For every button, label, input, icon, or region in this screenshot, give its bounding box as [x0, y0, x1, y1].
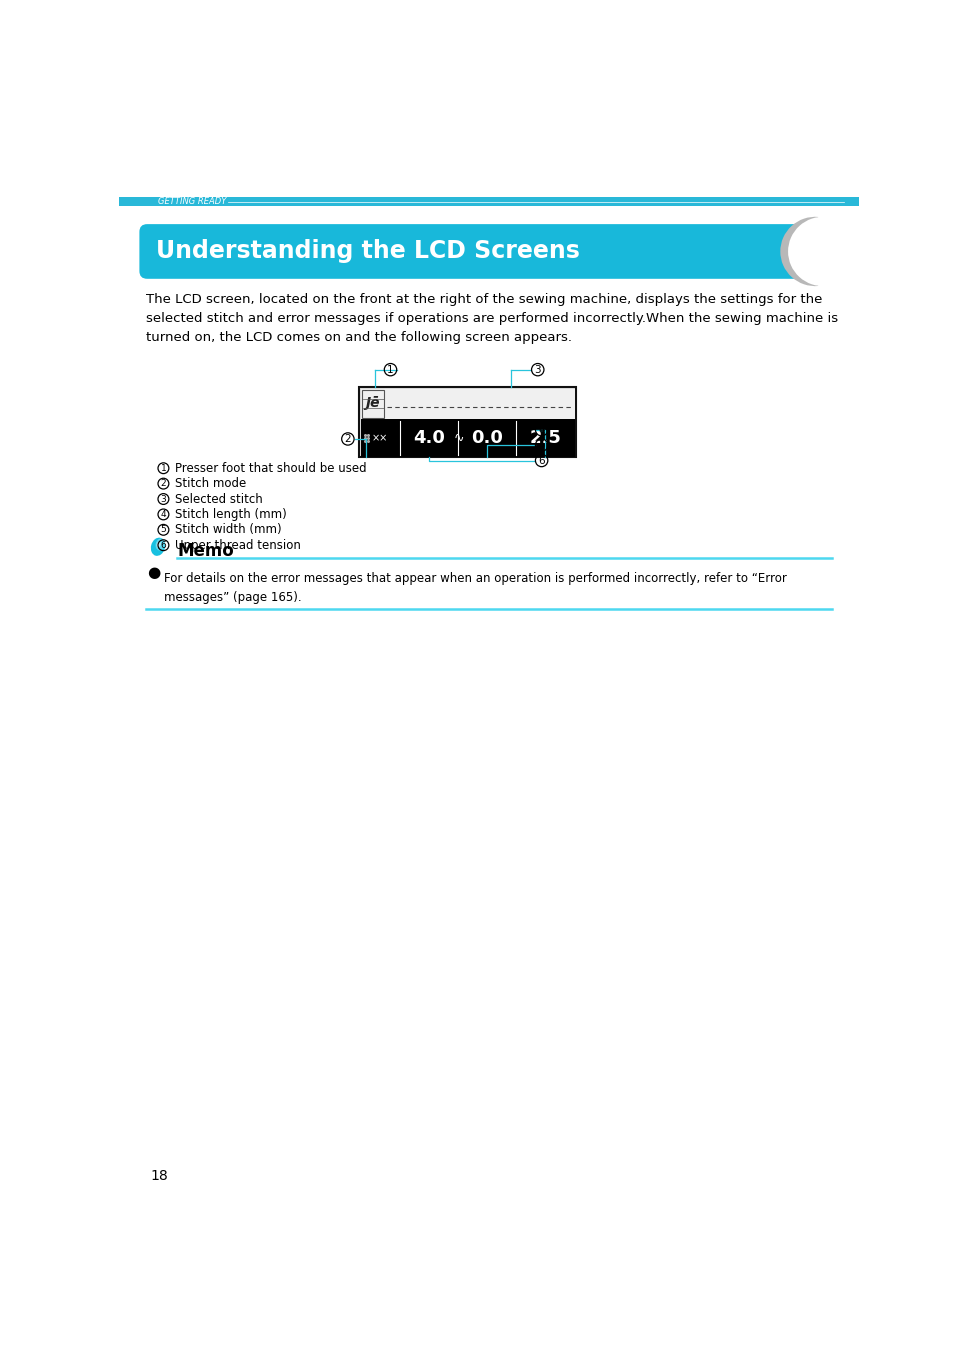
- Text: Stitch mode: Stitch mode: [174, 477, 246, 491]
- Bar: [359, 387, 576, 457]
- Ellipse shape: [155, 538, 165, 550]
- Text: Jē: Jē: [365, 396, 380, 410]
- Bar: [360, 390, 575, 419]
- Text: Upper thread tension: Upper thread tension: [174, 539, 300, 551]
- Text: 4.0: 4.0: [413, 429, 444, 448]
- Text: 2.5: 2.5: [529, 429, 561, 448]
- Ellipse shape: [156, 542, 161, 547]
- FancyBboxPatch shape: [139, 224, 803, 279]
- Text: ××: ××: [371, 433, 387, 443]
- Text: 1: 1: [387, 365, 394, 375]
- Text: ●: ●: [148, 565, 161, 580]
- Text: ∿: ∿: [453, 431, 463, 445]
- Text: For details on the error messages that appear when an operation is performed inc: For details on the error messages that a…: [164, 572, 786, 604]
- Text: 3: 3: [534, 365, 540, 375]
- Text: 18: 18: [150, 1169, 168, 1182]
- Text: 0.0: 0.0: [471, 429, 502, 448]
- Text: GETTING READY: GETTING READY: [158, 197, 226, 206]
- Text: Stitch length (mm): Stitch length (mm): [174, 508, 287, 520]
- Text: 5: 5: [160, 526, 166, 534]
- Text: 5: 5: [537, 439, 544, 450]
- Text: Understanding the LCD Screens: Understanding the LCD Screens: [156, 240, 579, 263]
- Text: 1: 1: [160, 464, 166, 473]
- Text: 4: 4: [160, 510, 166, 519]
- Wedge shape: [787, 217, 825, 286]
- Text: Stitch width (mm): Stitch width (mm): [174, 523, 281, 537]
- Wedge shape: [780, 217, 818, 286]
- Text: The LCD screen, located on the front at the right of the sewing machine, display: The LCD screen, located on the front at …: [146, 293, 838, 344]
- Text: Selected stitch: Selected stitch: [174, 492, 262, 506]
- Text: 3: 3: [160, 495, 166, 504]
- Bar: [361, 390, 384, 418]
- Text: 2: 2: [160, 479, 166, 488]
- Text: 6: 6: [537, 456, 544, 465]
- Text: 2: 2: [344, 434, 351, 443]
- Text: 6: 6: [160, 541, 166, 550]
- Bar: [360, 419, 575, 457]
- Text: Memo: Memo: [177, 542, 233, 559]
- Ellipse shape: [151, 538, 165, 555]
- Text: 4: 4: [537, 425, 544, 434]
- Bar: [119, 197, 858, 206]
- Text: Presser foot that should be used: Presser foot that should be used: [174, 462, 366, 474]
